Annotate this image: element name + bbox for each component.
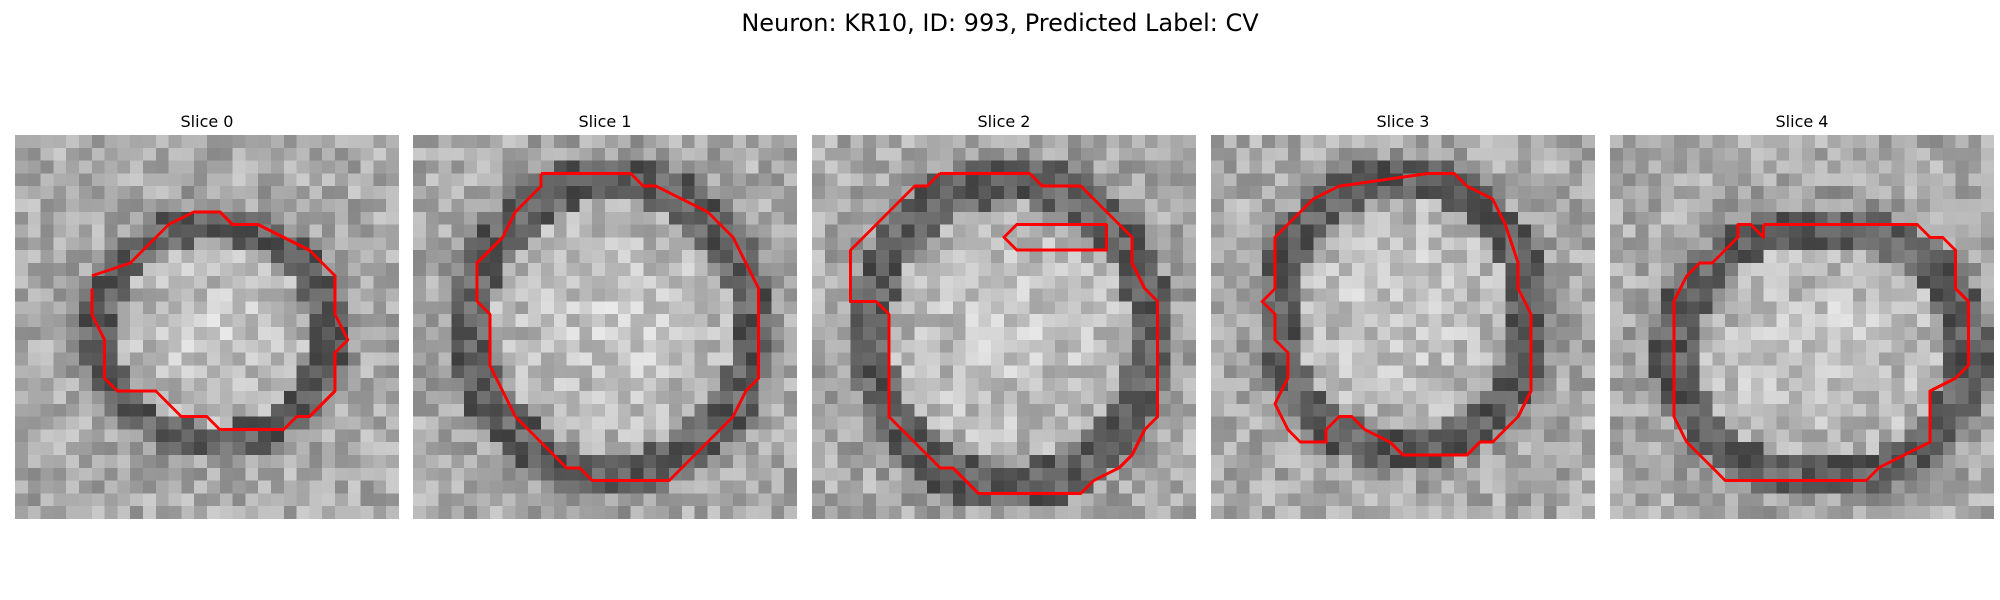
slice-panel-2: Slice 2 — [812, 110, 1196, 519]
neuron-contour-2-inner — [1002, 223, 1108, 252]
neuron-contour-4 — [1672, 223, 1970, 483]
slice-image-2 — [812, 135, 1196, 519]
neuron-contour-3 — [1260, 171, 1533, 457]
neuron-contour-1 — [475, 171, 761, 483]
slice-image-0 — [15, 135, 399, 519]
slice-pixels-0 — [15, 135, 399, 519]
slice-pixels-3 — [1211, 135, 1595, 519]
slice-title-4: Slice 4 — [1775, 112, 1829, 131]
figure-title: Neuron: KR10, ID: 993, Predicted Label: … — [741, 9, 1259, 37]
slice-image-1 — [413, 135, 797, 519]
neuron-contour-2 — [848, 171, 1160, 495]
slice-panel-1: Slice 1 — [413, 110, 797, 519]
slice-title-2: Slice 2 — [977, 112, 1031, 131]
slice-image-4 — [1610, 135, 1994, 519]
slice-title-0: Slice 0 — [180, 112, 234, 131]
slice-pixels-2 — [812, 135, 1196, 519]
slice-panel-0: Slice 0 — [15, 110, 399, 519]
slice-title-3: Slice 3 — [1376, 112, 1430, 131]
slice-title-1: Slice 1 — [578, 112, 632, 131]
slice-panel-4: Slice 4 — [1610, 110, 1994, 519]
slice-panel-3: Slice 3 — [1211, 110, 1595, 519]
slice-image-3 — [1211, 135, 1595, 519]
slice-pixels-1 — [413, 135, 797, 519]
neuron-contour-0 — [90, 210, 350, 431]
slice-pixels-4 — [1610, 135, 1994, 519]
